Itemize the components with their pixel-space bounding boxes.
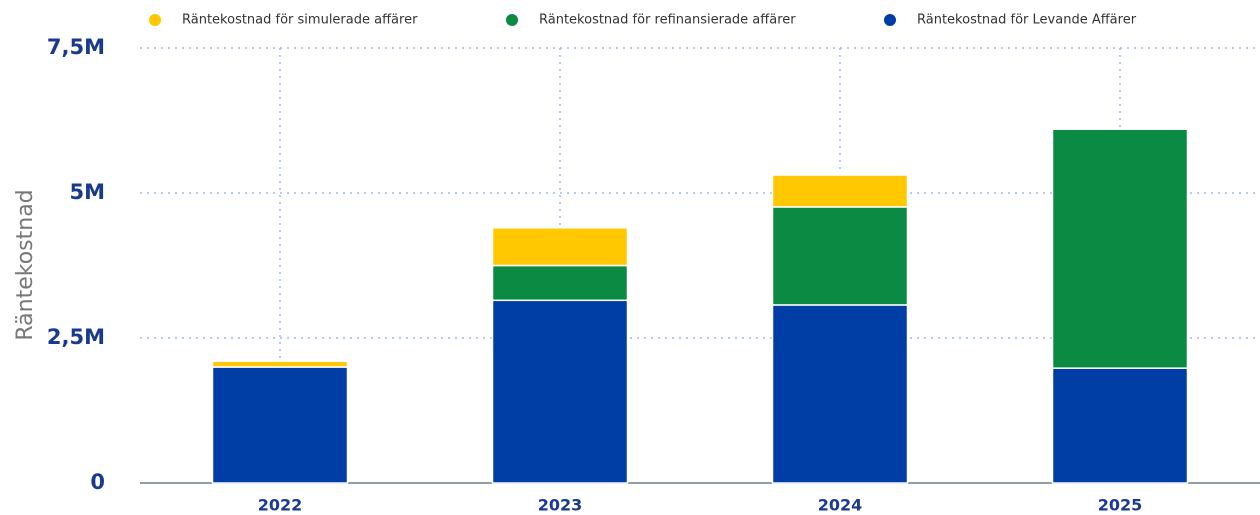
x-tick-label: 2025 — [1098, 496, 1143, 515]
x-tick-label: 2022 — [258, 496, 303, 515]
legend-label: Räntekostnad för Levande Affärer — [917, 13, 1137, 28]
bar-segment — [491, 264, 629, 302]
y-tick-label: 7,5M — [47, 35, 105, 59]
x-tick-label: 2024 — [818, 496, 863, 515]
x-tick-label: 2023 — [538, 496, 583, 515]
bar-segment — [211, 366, 349, 484]
legend-marker — [506, 14, 518, 26]
bar-segment — [771, 304, 909, 484]
legend-label: Räntekostnad för refinansierade affärer — [539, 13, 796, 28]
y-tick-label: 0 — [90, 470, 105, 494]
bar-segment — [771, 206, 909, 306]
y-axis-title: Räntekostnad — [13, 189, 38, 340]
bar-segment — [211, 360, 349, 368]
bar-segment — [1051, 367, 1189, 484]
bar-segment — [491, 299, 629, 484]
legend-label: Räntekostnad för simulerade affärer — [182, 13, 418, 28]
y-tick-label: 5M — [69, 180, 105, 204]
bar-segment — [771, 174, 909, 208]
bar-segment — [1051, 128, 1189, 369]
y-tick-label: 2,5M — [47, 325, 105, 349]
legend-marker — [884, 14, 896, 26]
bar-segment — [491, 227, 629, 267]
legend-marker — [149, 14, 161, 26]
